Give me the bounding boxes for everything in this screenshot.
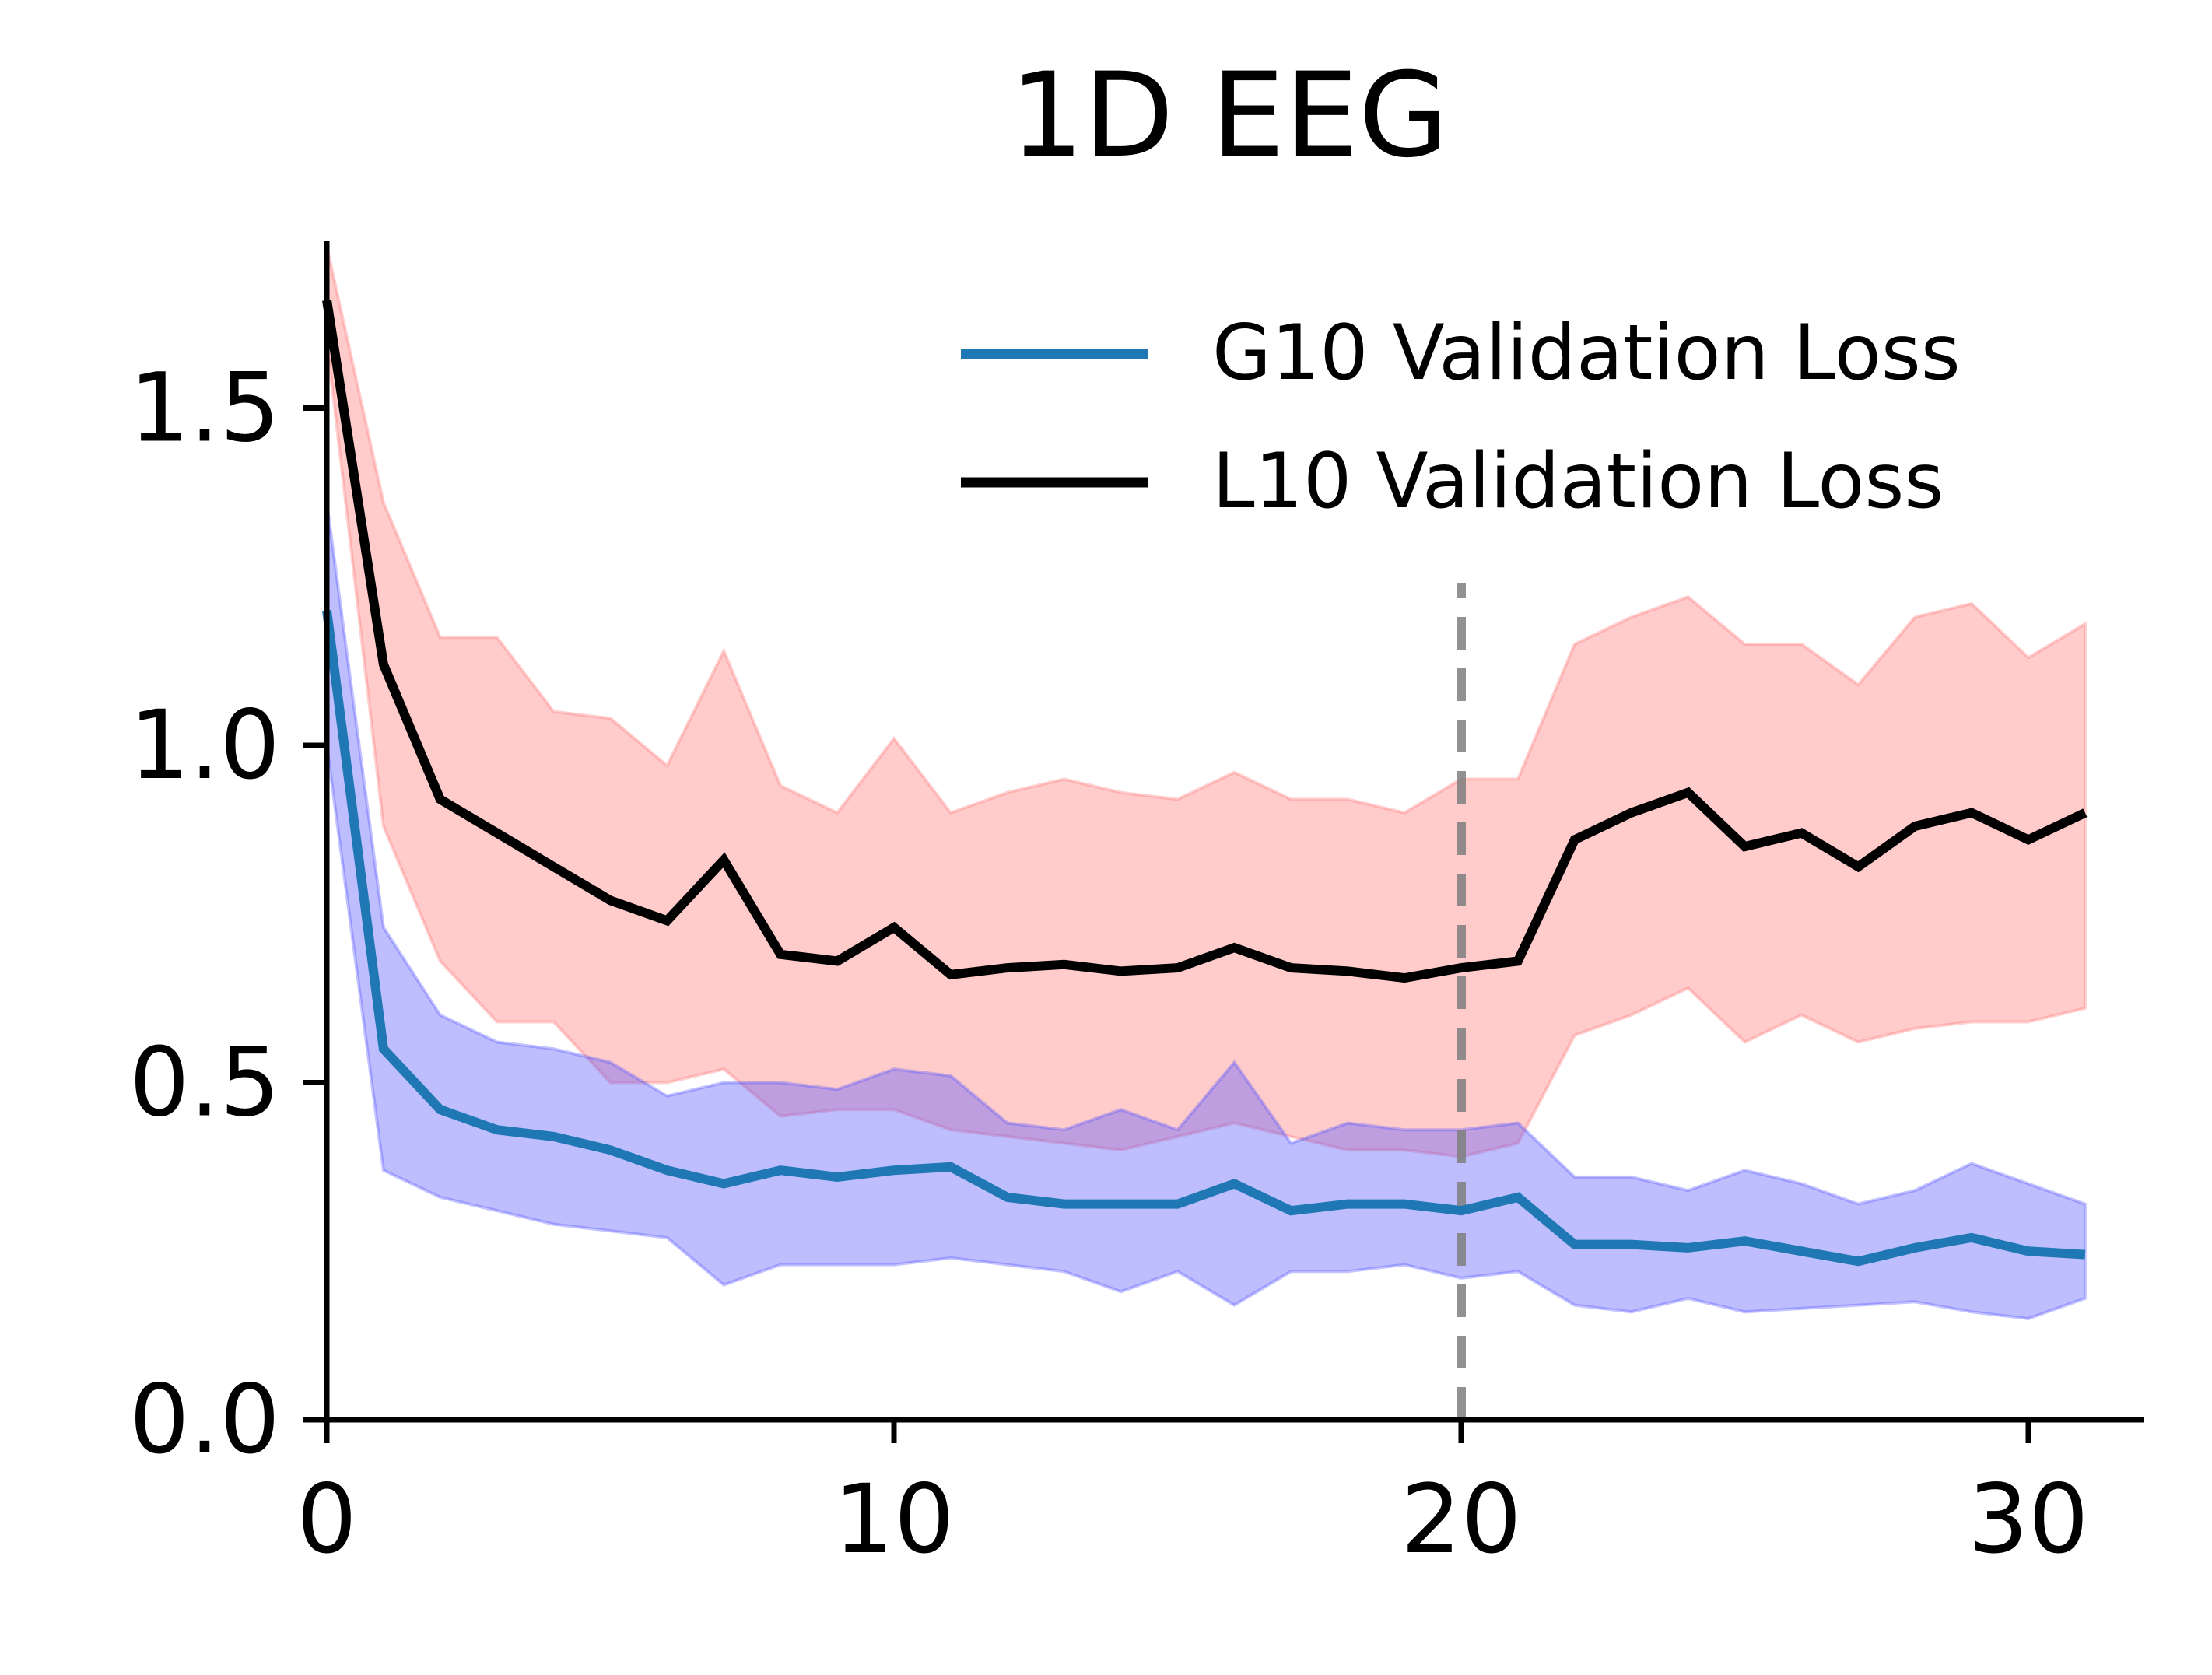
x-tick-label-0: 0 <box>296 1464 357 1575</box>
point-l10-13 <box>1064 964 1065 965</box>
legend-label-l10: L10 Validation Loss <box>1212 437 1944 526</box>
point-l10-5 <box>610 899 612 901</box>
band-g10 <box>325 502 2087 1321</box>
point-l10-4 <box>553 866 555 867</box>
x-tick-label-10: 10 <box>833 1464 954 1575</box>
point-l10-10 <box>893 927 895 928</box>
point-l10-11 <box>950 974 952 976</box>
point-g10-15 <box>1177 1204 1179 1205</box>
point-l10-15 <box>1177 967 1179 969</box>
point-l10-18 <box>1347 970 1348 972</box>
point-g10-16 <box>1233 1183 1235 1185</box>
point-g10-29 <box>1971 1237 1972 1239</box>
point-l10-29 <box>1971 812 1972 814</box>
y-tick-label-1-5: 1.5 <box>129 353 280 464</box>
chart-title: 1D EEG <box>1010 48 1449 184</box>
point-g10-5 <box>610 1149 612 1151</box>
point-l10-23 <box>1631 812 1632 814</box>
point-l10-31 <box>2084 812 2086 814</box>
legend-label-g10: G10 Validation Loss <box>1212 309 1961 398</box>
point-g10-21 <box>1517 1197 1519 1198</box>
point-g10-22 <box>1574 1244 1576 1246</box>
point-l10-3 <box>496 832 498 834</box>
point-g10-8 <box>780 1169 781 1171</box>
point-l10-7 <box>723 859 724 860</box>
point-g10-11 <box>950 1166 952 1168</box>
point-l10-22 <box>1574 839 1576 840</box>
point-l10-14 <box>1120 970 1122 972</box>
point-g10-9 <box>836 1176 838 1178</box>
point-l10-19 <box>1404 977 1405 979</box>
x-tick-label-20: 20 <box>1400 1464 1521 1575</box>
point-l10-25 <box>1744 846 1746 847</box>
x-ticks: 0 10 20 30 <box>296 1420 2089 1575</box>
point-g10-6 <box>666 1169 668 1171</box>
point-g10-31 <box>2084 1254 2086 1256</box>
point-g10-25 <box>1744 1240 1746 1242</box>
point-g10-26 <box>1800 1250 1802 1252</box>
point-g10-23 <box>1631 1244 1632 1246</box>
point-g10-1 <box>383 1048 384 1050</box>
series-lines <box>322 299 2088 1267</box>
point-l10-24 <box>1688 792 1689 794</box>
point-g10-18 <box>1347 1204 1348 1205</box>
point-g10-2 <box>440 1109 441 1110</box>
point-l10-30 <box>2028 839 2029 840</box>
series-line-g10 <box>322 609 2086 1267</box>
confidence-bands <box>325 245 2087 1321</box>
point-g10-27 <box>1857 1260 1859 1262</box>
point-l10-21 <box>1517 960 1519 962</box>
point-l10-2 <box>440 798 441 800</box>
point-g10-13 <box>1064 1204 1065 1205</box>
y-tick-label-1: 1.0 <box>129 690 280 801</box>
y-tick-label-0: 0.0 <box>129 1365 280 1475</box>
point-l10-28 <box>1914 825 1916 827</box>
point-g10-10 <box>893 1169 895 1171</box>
legend: G10 Validation Loss L10 Validation Loss <box>961 309 1961 526</box>
point-g10-3 <box>496 1129 498 1130</box>
point-l10-17 <box>1290 967 1292 969</box>
point-g10-12 <box>1007 1197 1008 1198</box>
point-g10-24 <box>1688 1247 1689 1249</box>
point-l10-27 <box>1857 866 1859 867</box>
point-g10-4 <box>553 1136 555 1137</box>
point-l10-26 <box>1800 832 1802 834</box>
point-l10-20 <box>1460 967 1462 969</box>
series-line-l10 <box>322 299 2088 983</box>
x-tick-label-30: 30 <box>1968 1464 2088 1575</box>
point-l10-8 <box>780 954 781 955</box>
point-l10-16 <box>1233 947 1235 948</box>
point-l10-9 <box>836 960 838 962</box>
y-tick-label-0-5: 0.5 <box>129 1028 280 1138</box>
point-g10-14 <box>1120 1204 1122 1205</box>
point-g10-19 <box>1404 1204 1405 1205</box>
point-g10-20 <box>1460 1210 1462 1211</box>
point-l10-6 <box>666 920 668 921</box>
point-l10-12 <box>1007 967 1008 969</box>
point-g10-17 <box>1290 1210 1292 1211</box>
legend-item-l10: L10 Validation Loss <box>961 437 1944 526</box>
point-l10-1 <box>383 664 384 665</box>
point-g10-7 <box>723 1183 724 1185</box>
axes <box>324 241 2144 1423</box>
point-g10-28 <box>1914 1247 1916 1249</box>
y-ticks: 0.0 0.5 1.0 1.5 <box>129 353 327 1475</box>
point-g10-30 <box>2028 1250 2029 1252</box>
legend-item-g10: G10 Validation Loss <box>961 309 1961 398</box>
